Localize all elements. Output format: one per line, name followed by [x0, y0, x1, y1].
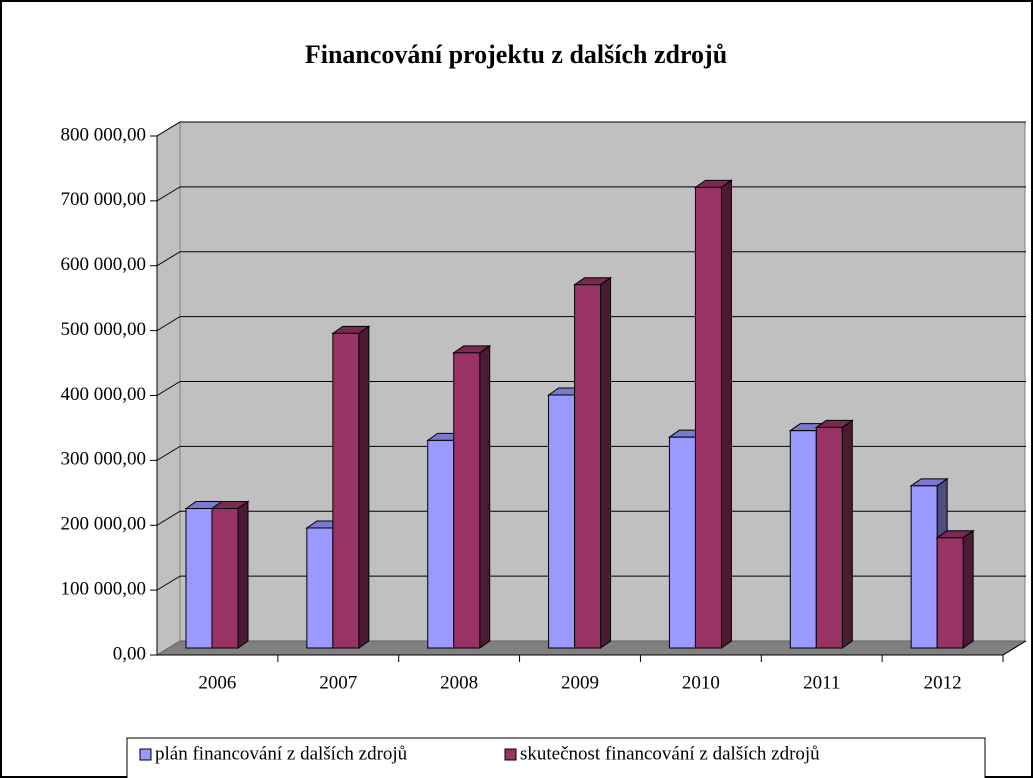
bar [815, 426, 843, 649]
bar-side [720, 179, 732, 649]
bar [211, 508, 239, 649]
grid-line [156, 510, 181, 526]
bar [453, 352, 481, 649]
bar [936, 537, 964, 649]
legend-box [126, 737, 986, 778]
bar [185, 508, 213, 649]
bar [548, 394, 576, 649]
grid-line [156, 121, 181, 137]
bar-side [237, 500, 249, 649]
grid-line [156, 316, 181, 332]
chart-title: Financování projektu z dalších zdrojů [305, 40, 727, 69]
bar-side [841, 419, 853, 649]
y-tick-label: 0,00 [113, 643, 146, 664]
y-tick-label: 700 000,00 [61, 189, 147, 210]
bar [332, 332, 360, 649]
y-tick-label: 500 000,00 [61, 319, 147, 340]
bar-side [358, 325, 370, 649]
bar [789, 430, 817, 649]
bar-side [962, 529, 974, 649]
x-tick-label: 2007 [319, 672, 357, 693]
legend-swatch [504, 748, 517, 761]
bar [694, 186, 722, 649]
bar [306, 527, 334, 649]
y-tick-label: 100 000,00 [61, 578, 147, 599]
bar [427, 439, 455, 649]
x-tick-label: 2011 [803, 672, 840, 693]
legend-label: plán financování z dalších zdrojů [155, 743, 408, 764]
grid-line [156, 381, 181, 396]
bar-side [479, 344, 491, 649]
y-tick-label: 200 000,00 [61, 514, 147, 535]
y-tick-label: 800 000,00 [61, 124, 147, 145]
y-tick-label: 300 000,00 [61, 449, 147, 470]
x-tick-label: 2008 [440, 672, 478, 693]
bar [574, 284, 602, 649]
grid-line [156, 251, 181, 267]
bar-side [600, 276, 612, 649]
x-tick-label: 2006 [198, 672, 236, 693]
legend-swatch [139, 748, 152, 761]
x-tick-label: 2009 [561, 672, 599, 693]
grid-line [156, 445, 181, 461]
legend-label: skutečnost financování z dalších zdrojů [520, 743, 820, 764]
grid-line [156, 575, 181, 591]
grid-line [156, 186, 181, 202]
x-tick-label: 2012 [924, 672, 962, 693]
x-axis [1002, 640, 1027, 656]
bar [910, 485, 938, 649]
x-tick-label: 2010 [682, 672, 720, 693]
bar [668, 436, 696, 649]
y-tick-label: 400 000,00 [61, 384, 147, 405]
y-tick-label: 600 000,00 [61, 254, 147, 275]
